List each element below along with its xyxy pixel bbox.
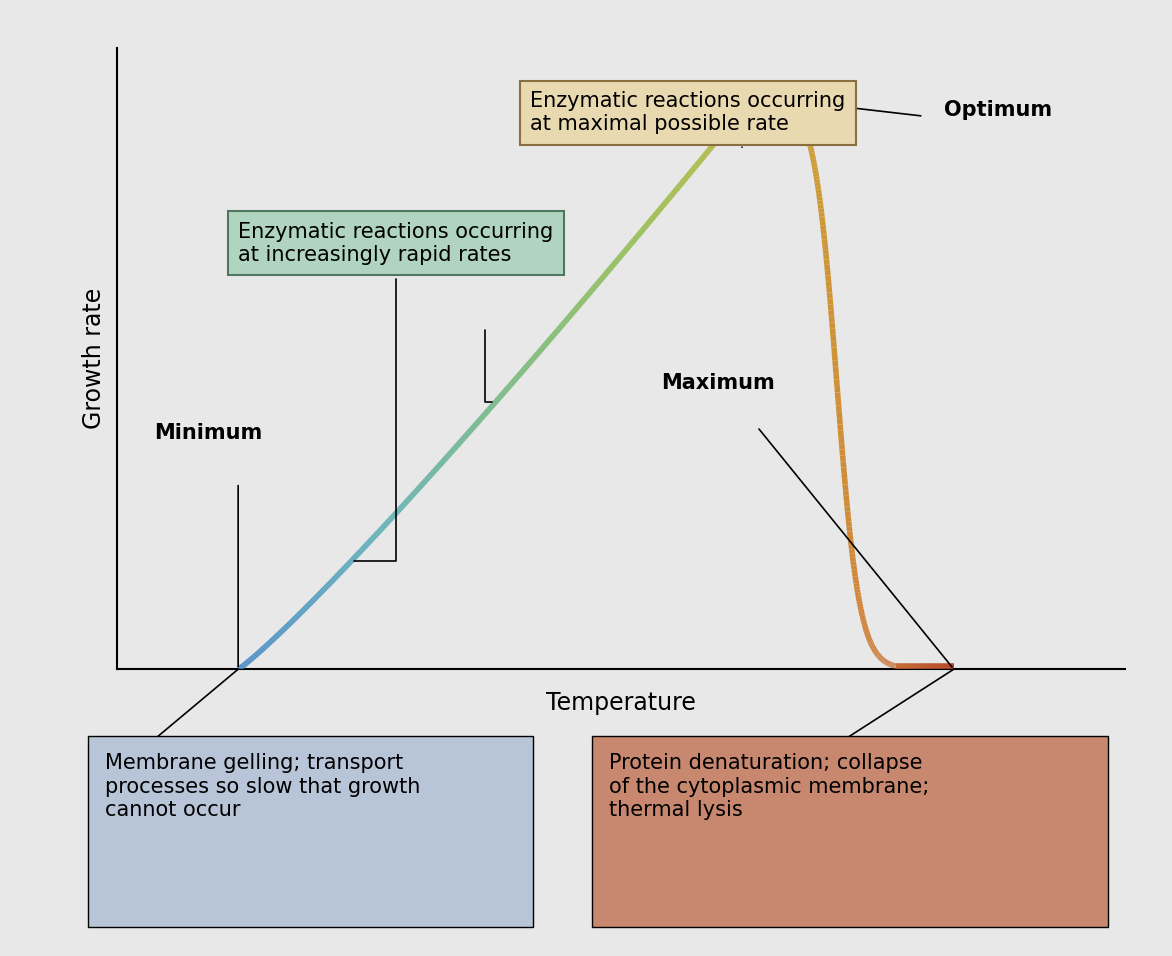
Text: Optimum: Optimum [943,100,1051,120]
Text: Membrane gelling; transport
processes so slow that growth
cannot occur: Membrane gelling; transport processes so… [105,753,421,819]
Y-axis label: Growth rate: Growth rate [82,288,107,429]
Text: Protein denaturation; collapse
of the cytoplasmic membrane;
thermal lysis: Protein denaturation; collapse of the cy… [609,753,929,819]
Text: Enzymatic reactions occurring
at maximal possible rate: Enzymatic reactions occurring at maximal… [531,92,846,147]
Text: Maximum: Maximum [661,374,775,393]
Text: Enzymatic reactions occurring
at increasingly rapid rates: Enzymatic reactions occurring at increas… [238,222,553,561]
Text: Minimum: Minimum [154,424,263,443]
Text: Temperature: Temperature [546,690,696,715]
